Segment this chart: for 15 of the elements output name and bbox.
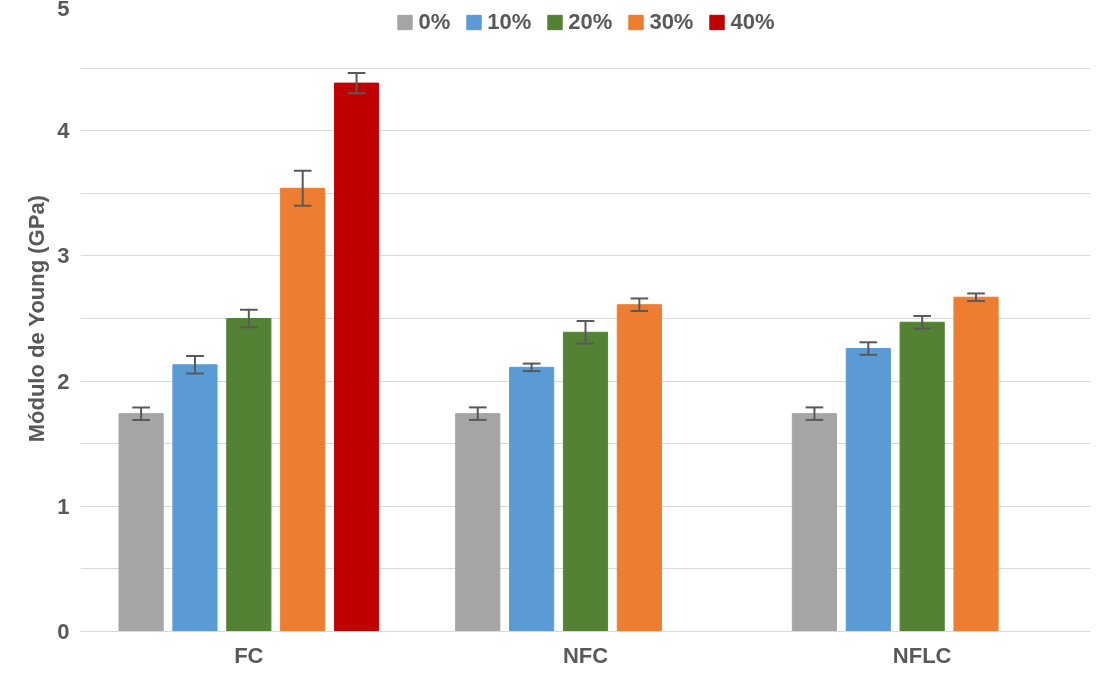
y-tick-label: 5 [57, 0, 70, 21]
y-axis-title: Módulo de Young (GPa) [24, 195, 50, 443]
legend-label: 10% [487, 9, 532, 35]
x-tick-label: NFC [562, 642, 609, 668]
y-tick-label: 0 [57, 619, 70, 644]
x-tick-label: FC [234, 642, 264, 668]
legend-label: 0% [418, 9, 451, 35]
legend-label: 40% [730, 9, 775, 35]
legend-label: 30% [649, 9, 694, 35]
y-tick-label: 2 [57, 368, 70, 394]
x-tick-label: NFLC [892, 642, 952, 668]
legend-label: 20% [568, 9, 613, 35]
y-tick-label: 1 [57, 493, 70, 519]
y-tick-label: 4 [57, 118, 71, 144]
y-tick-label: 3 [57, 243, 70, 269]
